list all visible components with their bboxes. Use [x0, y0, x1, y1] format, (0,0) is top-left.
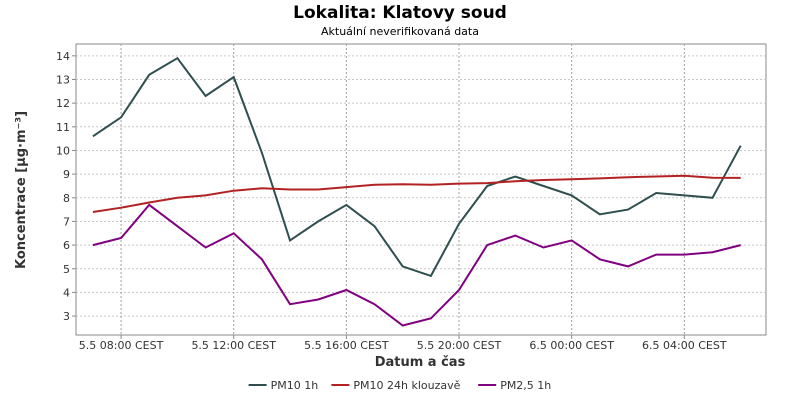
grid	[76, 44, 766, 335]
y-axis-label: Koncentrace [µg·m⁻³]	[14, 111, 29, 269]
series-lines	[92, 56, 742, 327]
x-tick-label: 5.5 12:00 CEST	[191, 339, 276, 352]
legend-label: PM10 1h	[271, 379, 319, 392]
y-tick-label: 4	[63, 286, 70, 299]
legend: PM10 1h PM10 24h klouzavě PM2,5 1h	[248, 379, 551, 392]
legend-label: PM10 24h klouzavě	[353, 379, 460, 392]
x-tick-label: 5.5 08:00 CEST	[79, 339, 164, 352]
x-tick-label: 6.5 00:00 CEST	[529, 339, 614, 352]
x-tick-label: 5.5 20:00 CEST	[417, 339, 502, 352]
x-axis-label: Datum a čas	[375, 355, 466, 370]
y-tick-label: 11	[56, 121, 70, 134]
chart-title: Lokalita: Klatovy soud	[293, 3, 507, 23]
series-line-1	[92, 56, 742, 278]
x-tick-label: 5.5 16:00 CEST	[304, 339, 389, 352]
y-tick-label: 6	[63, 239, 70, 252]
y-tick-label: 14	[56, 50, 70, 63]
y-tick-label: 10	[56, 144, 70, 157]
y-tick-label: 8	[63, 192, 70, 205]
y-tick-label: 13	[56, 73, 70, 86]
y-tick-label: 3	[63, 310, 70, 323]
y-tick-label: 7	[63, 215, 70, 228]
series-line-3	[92, 203, 741, 327]
y-axis: 3 4 5 6 7 8 9 10 11 12 13 14	[56, 50, 76, 323]
x-axis: 5.5 08:00 CEST 5.5 12:00 CEST 5.5 16:00 CE…	[79, 335, 727, 352]
chart-subtitle: Aktuální neverifikovaná data	[321, 25, 479, 38]
x-tick-label: 6.5 04:00 CEST	[642, 339, 727, 352]
plot-area	[75, 43, 767, 336]
y-tick-label: 9	[63, 168, 70, 181]
legend-label: PM2,5 1h	[500, 379, 551, 392]
series-line-2	[92, 174, 741, 213]
y-tick-label: 5	[63, 263, 70, 276]
y-tick-label: 12	[56, 97, 70, 110]
